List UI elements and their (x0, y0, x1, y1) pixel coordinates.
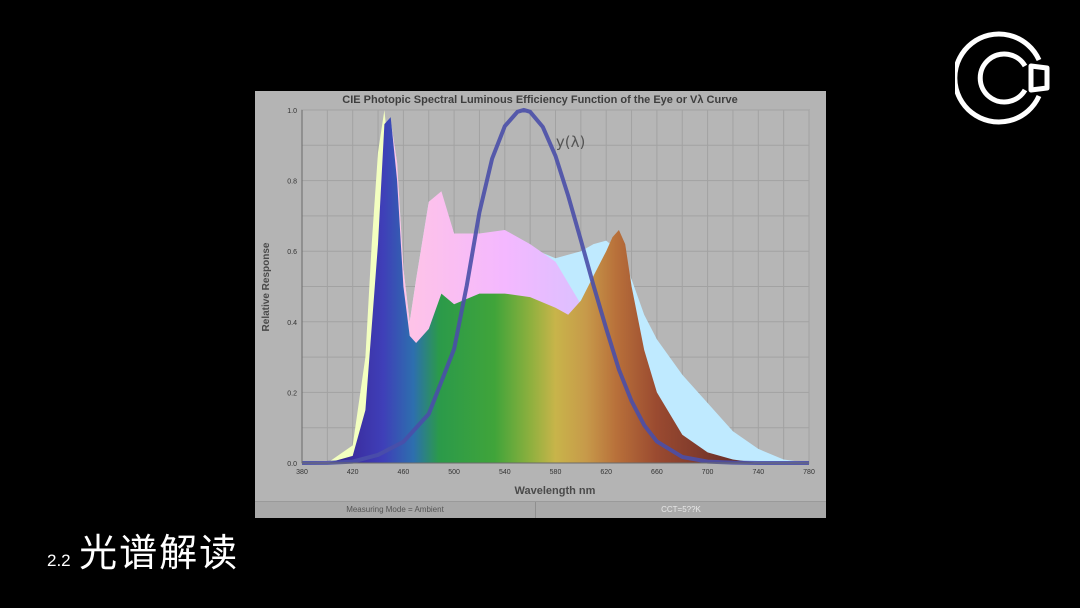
section-title: 光谱解读 (79, 531, 240, 575)
y-tick-label: 0.6 (287, 249, 297, 256)
x-tick-label: 580 (550, 469, 562, 476)
section-heading: 2.2 光谱解读 (47, 522, 239, 577)
series-line-y-lambda (301, 107, 809, 465)
y-tick-label: 0.0 (287, 461, 297, 468)
x-tick-label: 660 (651, 469, 663, 476)
status-bar: Measuring Mode = Ambient CCT=5??K (255, 501, 826, 518)
x-axis-label: Wavelength nm (515, 485, 596, 497)
x-tick-label: 700 (702, 469, 714, 476)
cct-text: CCT=5??K (661, 505, 701, 514)
measuring-mode-text: Measuring Mode = Ambient (255, 502, 536, 518)
x-tick-label: 500 (448, 469, 460, 476)
chart-series (301, 107, 809, 465)
section-number: 2.2 (47, 551, 71, 570)
y-tick-label: 1.0 (287, 108, 297, 115)
x-tick-label: 740 (752, 469, 764, 476)
y-tick-label: 0.4 (287, 320, 297, 327)
chart-axes: 380 420 460 500 540 580 620 660 700 740 780 0.0 0.2 0… (287, 108, 815, 476)
spectrum-chart-panel: 380 420 460 500 540 580 620 660 700 740 780 0.0 0.2 0… (255, 91, 826, 518)
x-tick-label: 420 (347, 469, 359, 476)
y-tick-label: 0.2 (287, 390, 297, 397)
x-tick-label: 380 (296, 469, 308, 476)
x-tick-label: 460 (398, 469, 410, 476)
series-area-rainbow-fill (302, 117, 809, 463)
x-tick-label: 620 (600, 469, 612, 476)
y-axis-label: Relative Response (261, 242, 272, 331)
spectrum-chart: 380 420 460 500 540 580 620 660 700 740 780 0.0 0.2 0… (261, 94, 815, 497)
c-ring-logo-icon (955, 31, 1050, 125)
y-tick-label: 0.8 (287, 179, 297, 186)
x-tick-label: 780 (803, 469, 815, 476)
x-tick-label: 540 (499, 469, 511, 476)
annotation-y-lambda: y(λ) (556, 133, 585, 151)
chart-title: CIE Photopic Spectral Luminous Efficienc… (342, 94, 737, 106)
